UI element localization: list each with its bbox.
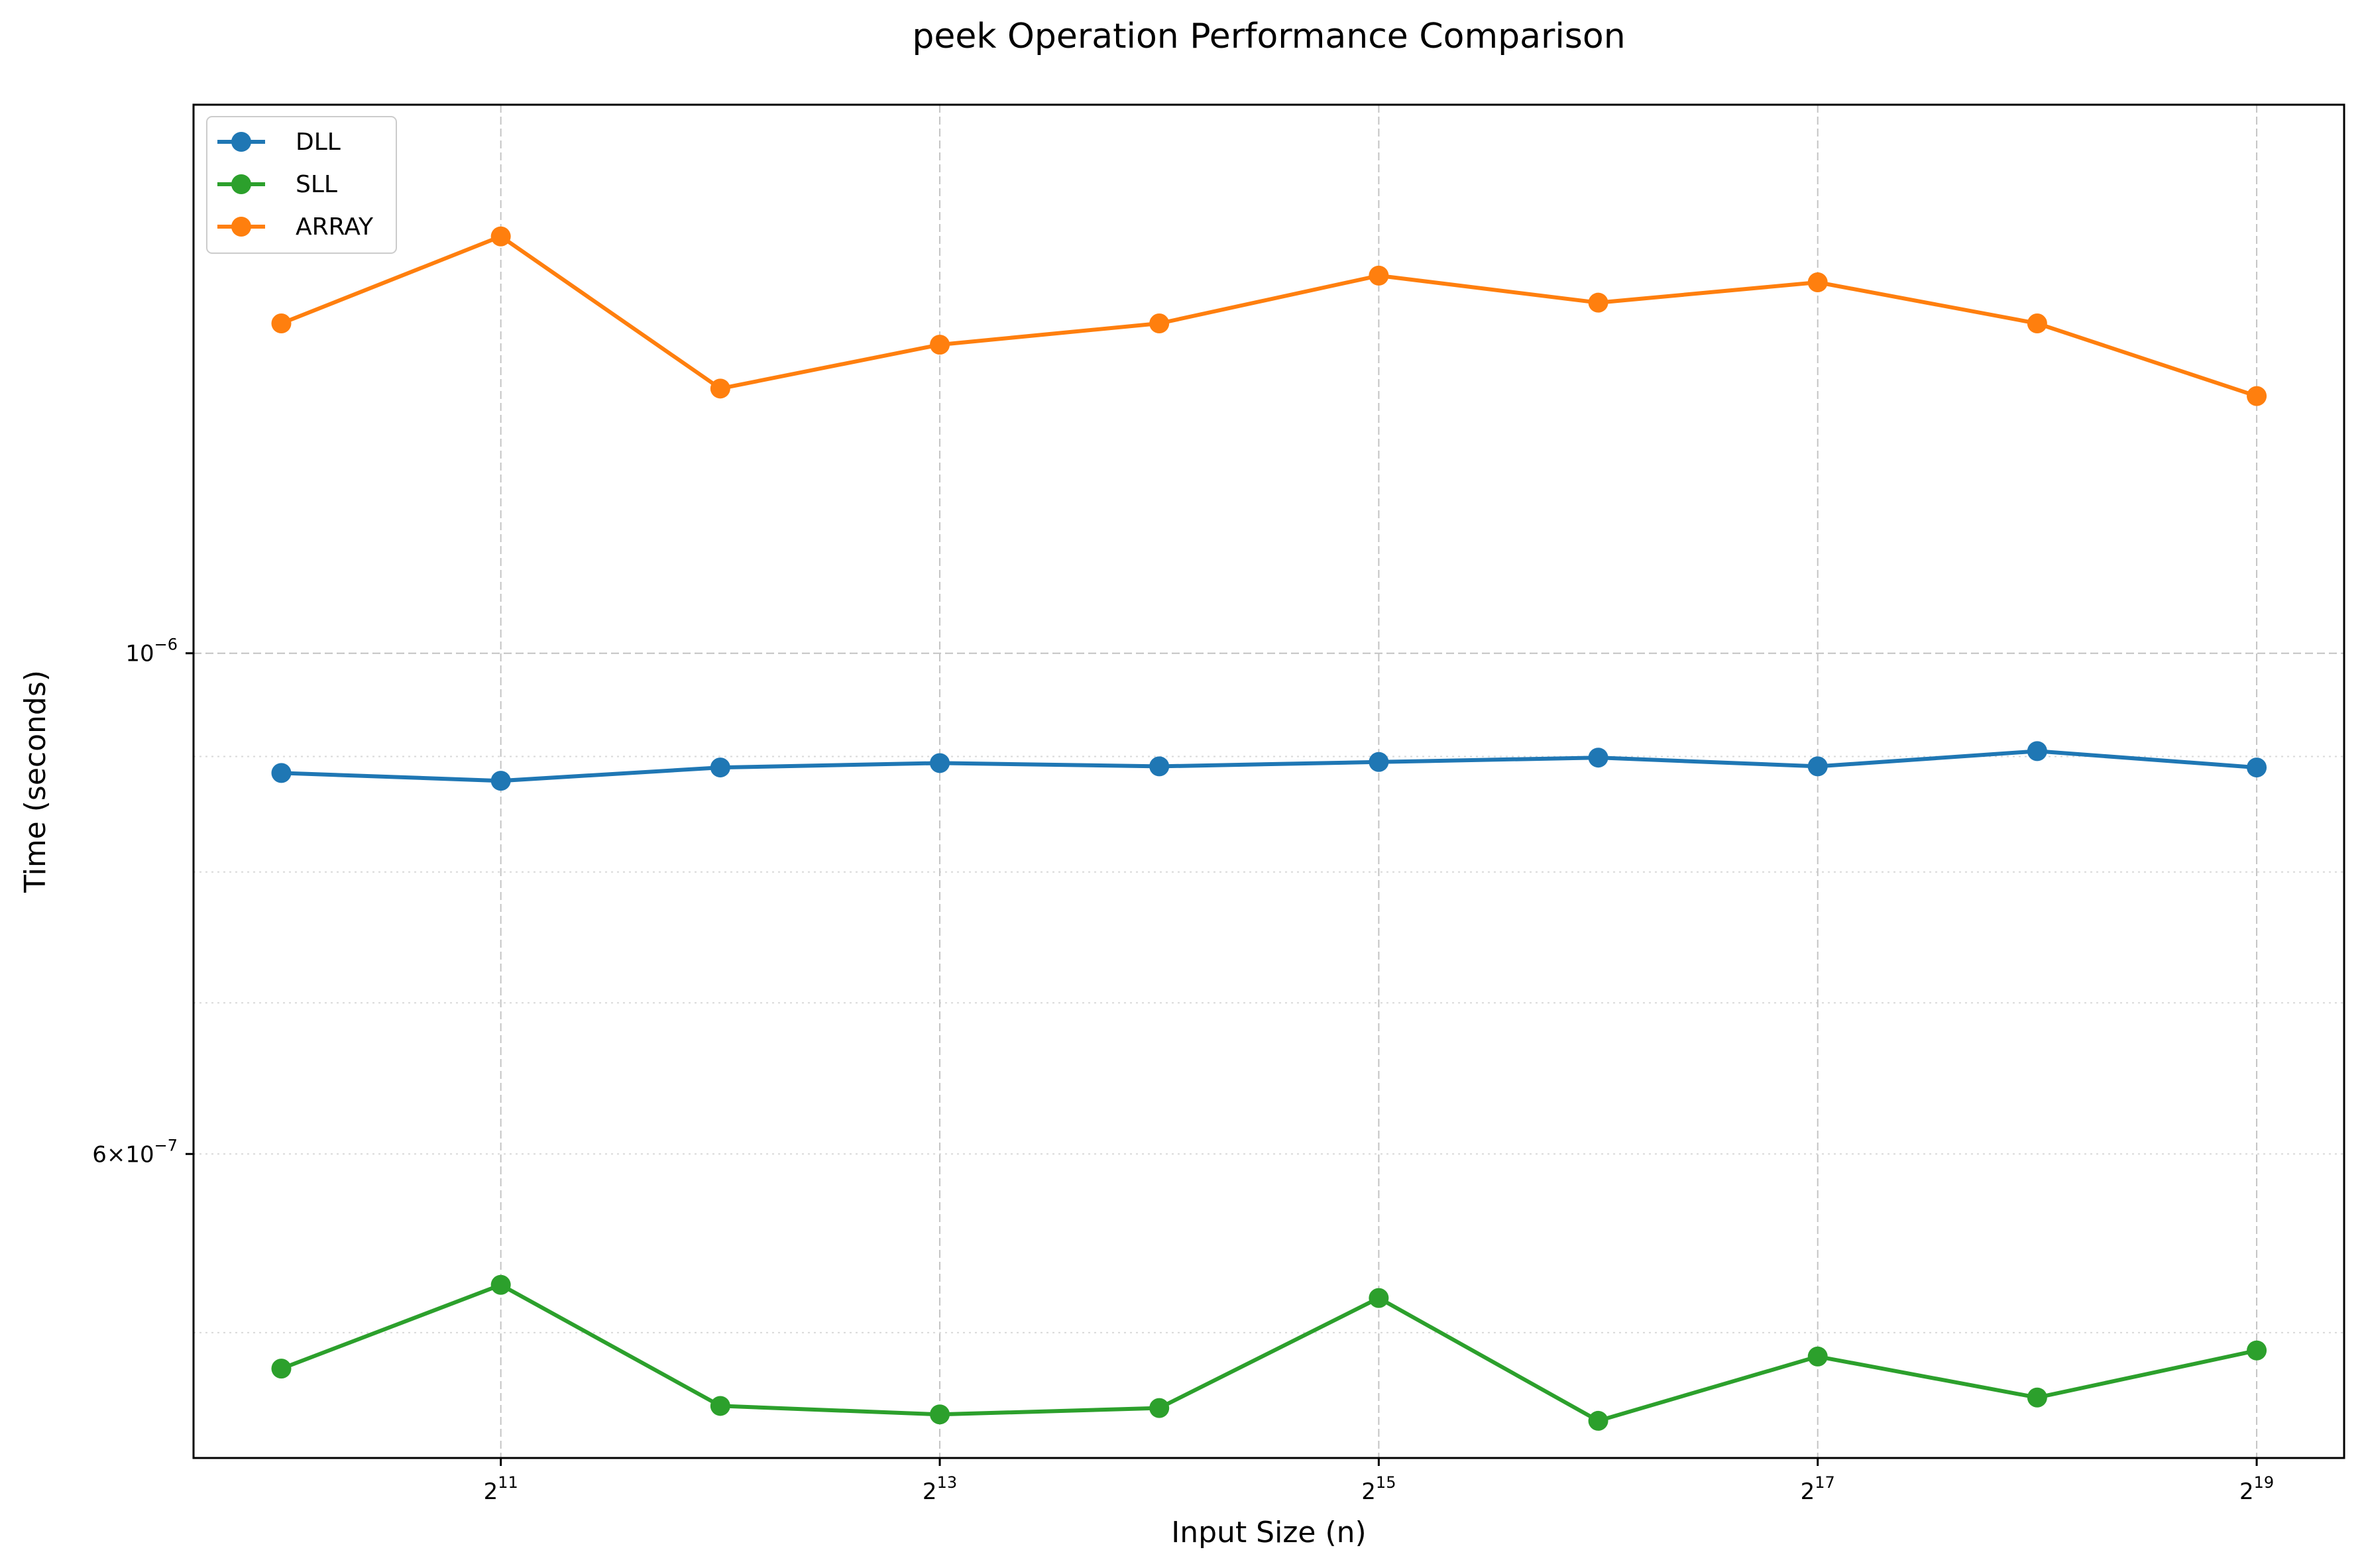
data-point bbox=[2027, 313, 2047, 334]
series-lines bbox=[271, 226, 2267, 1431]
data-point bbox=[490, 226, 511, 247]
data-point bbox=[490, 771, 511, 791]
y-axis-title: Time (seconds) bbox=[19, 670, 52, 893]
y-tick-label: 6×10−7 bbox=[92, 1136, 178, 1168]
plot-frame bbox=[192, 103, 2345, 1459]
legend-marker bbox=[231, 174, 251, 194]
series-array bbox=[271, 226, 2267, 406]
data-point bbox=[1369, 265, 1389, 286]
data-point bbox=[2027, 741, 2047, 761]
x-axis-title: Input Size (n) bbox=[1171, 1516, 1366, 1549]
data-point bbox=[1149, 1398, 1170, 1418]
legend: DLL SLL ARRAY bbox=[206, 116, 397, 254]
data-point bbox=[930, 335, 950, 355]
data-point bbox=[2247, 1340, 2267, 1361]
data-point bbox=[1149, 313, 1170, 334]
data-point bbox=[1149, 756, 1170, 777]
legend-box bbox=[206, 116, 397, 254]
data-point bbox=[271, 1359, 292, 1379]
x-tick-label: 215 bbox=[1361, 1473, 1396, 1505]
x-tick-label: 211 bbox=[484, 1473, 518, 1505]
data-point bbox=[1369, 752, 1389, 772]
data-point bbox=[2247, 386, 2267, 406]
legend-marker bbox=[231, 217, 251, 237]
data-point bbox=[271, 313, 292, 334]
data-point bbox=[1588, 748, 1608, 768]
x-tick-label: 219 bbox=[2239, 1473, 2274, 1505]
x-tick-label: 217 bbox=[1801, 1473, 1835, 1505]
legend-item: ARRAY bbox=[217, 213, 374, 241]
data-point bbox=[710, 378, 730, 399]
data-point bbox=[1369, 1288, 1389, 1308]
chart-title: peek Operation Performance Comparison bbox=[912, 17, 1625, 56]
data-point bbox=[2247, 757, 2267, 778]
data-point bbox=[2027, 1387, 2047, 1408]
legend-item: SLL bbox=[217, 171, 337, 198]
axis-ticks: 211 213 215 217 219 10−6 6×10−7 bbox=[92, 636, 2274, 1505]
data-point bbox=[1807, 756, 1828, 777]
data-point bbox=[1588, 1410, 1608, 1431]
data-point bbox=[710, 1396, 730, 1416]
x-tick-label: 213 bbox=[923, 1473, 957, 1505]
series-sll bbox=[271, 1274, 2267, 1431]
series-dll bbox=[271, 741, 2267, 791]
data-point bbox=[710, 757, 730, 778]
data-point bbox=[930, 753, 950, 773]
data-point bbox=[930, 1404, 950, 1425]
data-point bbox=[1807, 272, 1828, 292]
data-point bbox=[490, 1274, 511, 1295]
legend-marker bbox=[231, 132, 251, 152]
series-line bbox=[281, 749, 2257, 783]
legend-label: ARRAY bbox=[296, 213, 374, 241]
data-point bbox=[1588, 292, 1608, 313]
legend-label: DLL bbox=[296, 129, 341, 156]
data-point bbox=[1807, 1346, 1828, 1367]
grid-lines bbox=[194, 105, 2344, 1458]
series-line bbox=[280, 1282, 2257, 1423]
legend-label: SLL bbox=[296, 171, 337, 198]
data-point bbox=[271, 763, 292, 783]
series-line bbox=[280, 234, 2258, 398]
legend-item: DLL bbox=[217, 129, 341, 156]
y-tick-label: 10−6 bbox=[125, 636, 178, 667]
